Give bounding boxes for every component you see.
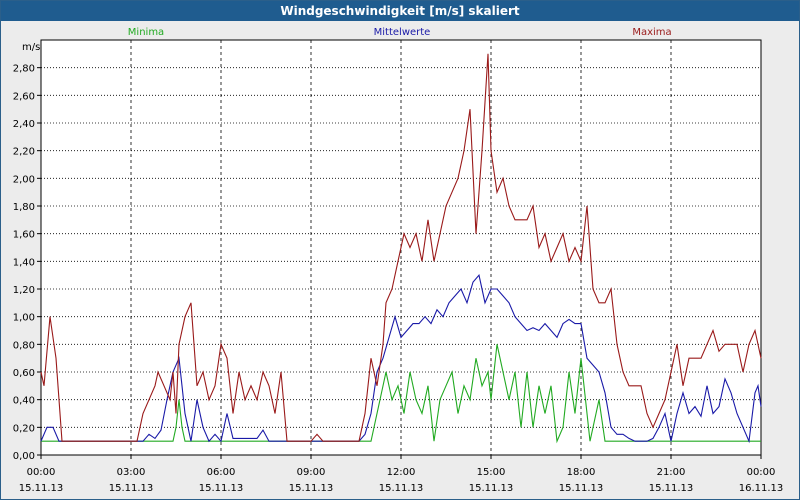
x-tick-time: 09:00: [297, 467, 326, 478]
x-tick-date: 15.11.13: [469, 483, 514, 494]
y-tick-label: 2,00: [13, 174, 35, 185]
series-line-maxima: [40, 53, 762, 442]
y-tick-label: 0,00: [13, 451, 35, 462]
x-tick-date: 15.11.13: [19, 483, 64, 494]
legend-entry-minima: Minima: [128, 27, 164, 38]
x-tick-date: 15.11.13: [649, 483, 694, 494]
y-tick-label: 1,40: [13, 257, 35, 268]
chart-title: Windgeschwindigkeit [m/s] skaliert: [1, 1, 799, 21]
x-tick-date: 16.11.13: [739, 483, 784, 494]
y-tick-label: 2,80: [13, 64, 35, 75]
x-tick-time: 12:00: [387, 467, 416, 478]
y-tick-label: 2,60: [13, 91, 35, 102]
series-line-minima: [41, 344, 761, 444]
y-tick-label: 1,60: [13, 230, 35, 241]
y-tick-label: 1,80: [13, 202, 35, 213]
y-tick-label: 2,40: [13, 119, 35, 130]
y-tick-label: 2,20: [13, 147, 35, 158]
y-tick-label: 1,00: [13, 313, 35, 324]
y-axis-label: m/s: [22, 42, 40, 53]
x-tick-time: 21:00: [657, 467, 686, 478]
x-tick-date: 15.11.13: [109, 483, 154, 494]
y-tick-label: 0,80: [13, 340, 35, 351]
y-tick-label: 0,40: [13, 396, 35, 407]
y-tick-label: 0,20: [13, 423, 35, 434]
x-tick-date: 15.11.13: [199, 483, 244, 494]
x-tick-time: 00:00: [27, 467, 56, 478]
x-tick-date: 15.11.13: [289, 483, 334, 494]
x-tick-time: 03:00: [117, 467, 146, 478]
legend-entry-mittelwerte: Mittelwerte: [374, 27, 431, 38]
series-line-mittelwerte: [40, 274, 762, 444]
x-tick-date: 15.11.13: [379, 483, 424, 494]
x-tick-date: 15.11.13: [559, 483, 604, 494]
y-tick-label: 0,60: [13, 368, 35, 379]
x-tick-time: 06:00: [207, 467, 236, 478]
legend-entry-maxima: Maxima: [632, 27, 671, 38]
x-tick-time: 18:00: [567, 467, 596, 478]
x-tick-time: 00:00: [747, 467, 776, 478]
y-tick-label: 1,20: [13, 285, 35, 296]
x-tick-time: 15:00: [477, 467, 506, 478]
